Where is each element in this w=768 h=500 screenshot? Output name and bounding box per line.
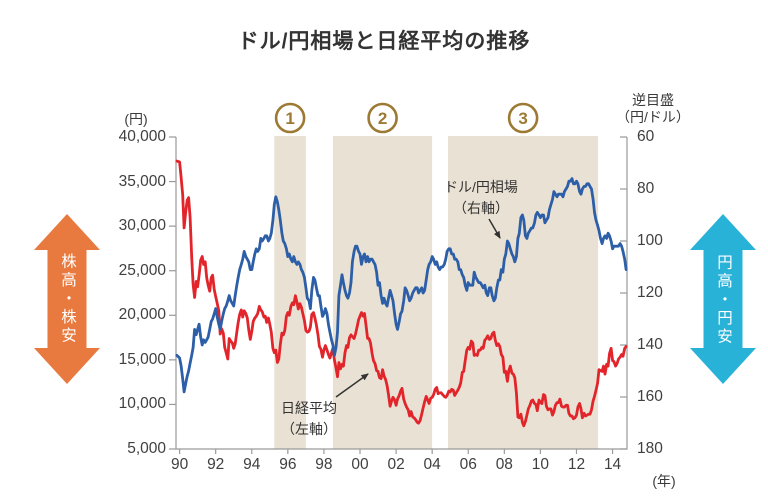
period-marker-number: 3	[518, 109, 527, 128]
left-axis-tick-label: 40,000	[118, 128, 166, 145]
stock-high-low-arrow-label: 株高・株安	[59, 253, 76, 346]
right-axis-tick-label: 80	[637, 180, 655, 197]
stock-high-low-arrow	[34, 214, 100, 384]
x-axis-tick-label: 94	[243, 456, 261, 473]
right-axis-tick-label: 120	[637, 284, 663, 301]
left-axis-tick-label: 5,000	[127, 440, 166, 457]
period-marker-circle	[274, 102, 306, 134]
x-axis-tick-label: 12	[567, 456, 586, 473]
usdjpy-line	[175, 177, 628, 394]
x-axis-tick-label: 90	[170, 456, 189, 473]
left-axis-tick-label: 20,000	[118, 306, 166, 324]
x-axis-tick-label: 14	[603, 456, 622, 473]
nikkei-annotation: 日経平均 （左軸）	[248, 398, 370, 440]
x-axis-tick-label: 02	[387, 456, 405, 473]
yen-high-low-arrow-label: 円高・円安	[715, 254, 732, 347]
x-axis-tick-label: 98	[315, 456, 333, 473]
right-axis-header: 逆目盛 （円/ドル）	[607, 92, 699, 126]
right-axis-header-line1: 逆目盛	[632, 92, 674, 108]
usdjpy-annotation-line1: ドル/円相場	[444, 179, 518, 195]
x-axis-tick-label: 92	[207, 456, 225, 473]
period-marker-number: 2	[378, 109, 387, 128]
yen-high-low-arrow	[690, 214, 756, 384]
right-axis-tick-label: 180	[637, 440, 663, 457]
right-axis-tick-label: 160	[637, 388, 663, 405]
highlight-band	[448, 136, 599, 449]
nikkei-line	[175, 159, 628, 428]
x-axis-tick-label: 00	[351, 456, 369, 473]
x-axis-tick-label: 96	[279, 456, 297, 473]
left-axis-unit-label: (円)	[124, 111, 148, 127]
right-axis-tick-label: 60	[637, 128, 655, 145]
usdjpy-annotation-line2: （右軸）	[453, 200, 509, 216]
x-axis-tick-label: 06	[459, 456, 477, 473]
left-axis-tick-label: 10,000	[118, 395, 166, 413]
usdjpy-annotation: ドル/円相場 （右軸）	[415, 177, 547, 219]
x-axis-tick-label: 08	[495, 456, 513, 473]
left-axis-tick-label: 35,000	[118, 172, 166, 190]
right-axis-header-line2: （円/ドル）	[616, 109, 690, 125]
left-axis-tick-label: 15,000	[118, 350, 166, 368]
left-axis-tick-label: 30,000	[118, 217, 166, 235]
x-axis-tick-label: 04	[423, 456, 441, 473]
usdjpy-annotation-arrow	[488, 218, 501, 239]
period-marker-circle	[367, 102, 398, 134]
right-axis-tick-label: 100	[637, 232, 663, 249]
left-axis-tick-label: 25,000	[118, 261, 166, 279]
nikkei-annotation-arrow	[335, 373, 369, 398]
right-axis-tick-label: 140	[637, 336, 663, 353]
highlight-band	[274, 136, 306, 449]
nikkei-annotation-line1: 日経平均	[281, 400, 337, 416]
nikkei-annotation-line2: （左軸）	[281, 421, 337, 437]
period-marker-circle	[507, 102, 539, 134]
x-axis-tick-label: 10	[531, 456, 550, 473]
chart-title: ドル/円相場と日経平均の推移	[237, 30, 531, 53]
period-marker-number: 1	[285, 109, 294, 128]
x-axis-unit-label: (年)	[652, 473, 676, 489]
